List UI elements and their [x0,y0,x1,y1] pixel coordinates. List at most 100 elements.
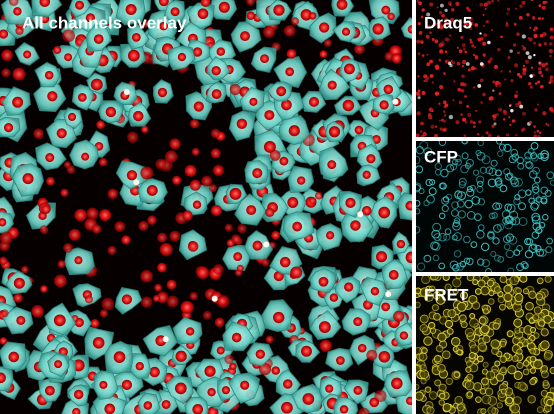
nucleus [530,66,534,69]
nucleus [271,366,281,375]
nucleus [265,335,274,344]
cell [459,260,467,268]
cell [485,370,496,381]
nucleus [224,223,233,232]
cell [456,199,465,208]
nucleus [479,2,484,7]
nucleus [537,134,541,137]
nucleus [236,264,244,272]
nucleus [133,110,144,122]
cell [423,147,433,157]
nucleus [542,32,547,37]
nucleus [406,396,412,405]
cell [522,288,530,295]
cell [534,245,542,253]
nucleus [233,252,243,262]
nucleus [497,47,501,52]
cell [421,347,428,354]
nucleus [469,119,474,124]
nucleus [187,241,199,252]
nucleus [496,113,499,116]
nucleus [458,49,463,54]
nucleus [441,14,445,18]
nucleus [255,349,266,359]
nucleus [213,263,224,275]
cell [499,340,507,348]
nucleus [362,170,371,179]
cell [430,276,439,281]
nucleus [218,1,230,13]
nucleus [31,305,44,318]
bright-spot [357,211,364,218]
cell [476,230,485,239]
nucleus [527,55,532,60]
nucleus [416,111,421,116]
cell [431,229,441,239]
nucleus [467,112,472,117]
cell [416,226,421,234]
nucleus [498,107,503,112]
cell [516,156,524,165]
nucleus [210,128,221,139]
nucleus [539,131,542,135]
nucleus [493,64,499,70]
cell [532,186,540,194]
nucleus [271,230,280,240]
cell [529,367,537,374]
cell [481,394,492,405]
nucleus [8,351,20,363]
nucleus [461,74,465,79]
nucleus [149,366,160,378]
cell [455,276,462,280]
cell [526,338,533,345]
nucleus [460,35,464,39]
nucleus [456,46,460,49]
cell [433,354,442,363]
cell [476,175,485,184]
nucleus [81,152,90,161]
nucleus [281,99,292,111]
cell [525,161,532,169]
nucleus [152,294,161,302]
nucleus [362,206,372,216]
cell [529,170,538,179]
nucleus [464,22,468,26]
nucleus [105,106,117,118]
nucleus [107,245,117,255]
nucleus [378,350,391,363]
nucleus [482,24,486,27]
nucleus [0,231,13,245]
nucleus [439,127,443,131]
nucleus [319,22,330,33]
cell [513,197,521,206]
cell [530,200,540,210]
nucleus [344,282,354,292]
nucleus [229,362,237,371]
nucleus [418,94,421,97]
nucleus [323,38,332,47]
cell [503,292,513,302]
nucleus [372,23,384,35]
nucleus [416,39,421,44]
nucleus [548,48,553,54]
nucleus [491,124,495,128]
nucleus [545,62,549,66]
nucleus [286,48,297,59]
nucleus [428,107,434,112]
cell [495,169,502,177]
nucleus [336,356,345,365]
cell [477,279,486,288]
cell [416,155,421,165]
cell [431,304,439,312]
nucleus [185,327,195,336]
nucleus [202,310,212,320]
cell [493,254,501,262]
nucleus [493,122,497,126]
cell [545,246,553,254]
cell [472,169,480,176]
cell [423,336,433,346]
nucleus [488,133,492,137]
cell [540,340,550,350]
cell [494,360,501,367]
nucleus [405,251,412,264]
